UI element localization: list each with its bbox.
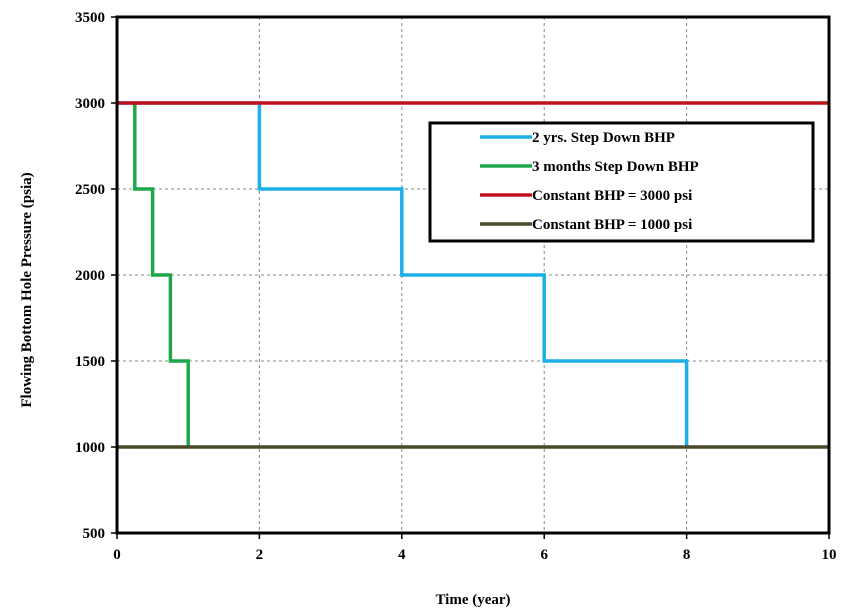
y-tick-label: 1500 — [75, 354, 105, 370]
legend-label: Constant BHP = 3000 psi — [532, 188, 692, 204]
legend-label: 2 yrs. Step Down BHP — [532, 130, 675, 146]
y-tick-label: 500 — [83, 526, 106, 542]
y-tick-label: 1000 — [75, 440, 105, 456]
x-tick-label: 4 — [398, 547, 406, 563]
y-tick-label: 2500 — [75, 182, 105, 198]
y-tick-label: 2000 — [75, 268, 105, 284]
legend-box — [428, 121, 815, 243]
series-line-2 — [133, 103, 190, 447]
y-axis-title: Flowing Bottom Hole Pressure (psia) — [19, 172, 35, 407]
x-axis-title: Time (year) — [435, 592, 510, 608]
x-tick-label: 0 — [113, 547, 121, 563]
y-tick-label: 3500 — [75, 10, 105, 26]
x-tick-label: 10 — [822, 547, 837, 563]
x-tick-label: 8 — [683, 547, 691, 563]
series-lines — [117, 101, 829, 449]
axis-ticks: 0 2 4 6 8 10 500 1000 1500 2000 2500 3000 3500 — [75, 10, 837, 563]
y-tick-label: 3000 — [75, 96, 105, 112]
series-line-1 — [117, 101, 689, 447]
legend-label: Constant BHP = 1000 psi — [532, 217, 692, 233]
x-tick-label: 2 — [256, 547, 264, 563]
x-tick-label: 6 — [540, 547, 548, 563]
legend-label: 3 months Step Down BHP — [532, 159, 699, 175]
legend: 2 yrs. Step Down BHP 3 months Step Down B… — [428, 121, 815, 243]
